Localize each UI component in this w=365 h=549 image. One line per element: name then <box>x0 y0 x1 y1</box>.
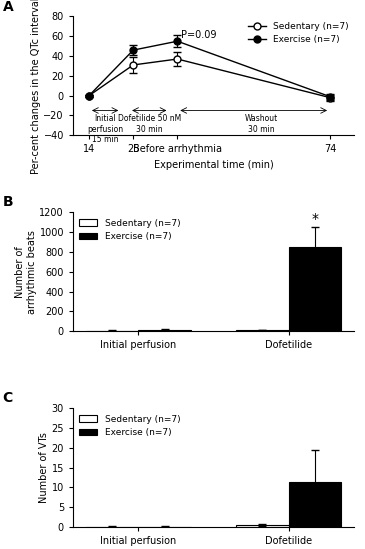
Text: *: * <box>311 212 319 226</box>
Legend: Sedentary (n=7), Exercise (n=7): Sedentary (n=7), Exercise (n=7) <box>76 411 184 441</box>
Text: B: B <box>3 195 14 210</box>
Bar <box>289 481 341 527</box>
Y-axis label: Per-cent changes in the QTc interval (%): Per-cent changes in the QTc interval (%) <box>31 0 41 174</box>
Text: A: A <box>3 0 14 14</box>
Bar <box>236 330 289 331</box>
X-axis label: Experimental time (min): Experimental time (min) <box>154 160 273 170</box>
Legend: Sedentary (n=7), Exercise (n=7): Sedentary (n=7), Exercise (n=7) <box>244 18 352 48</box>
Text: Initial
perfusion
15 min: Initial perfusion 15 min <box>87 114 123 144</box>
Text: Dofetilide 50 nM
30 min: Dofetilide 50 nM 30 min <box>118 114 181 134</box>
Text: Washout
30 min: Washout 30 min <box>245 114 278 134</box>
Y-axis label: Number of VTs: Number of VTs <box>39 432 49 503</box>
Text: C: C <box>3 391 13 405</box>
Text: P=0.09: P=0.09 <box>181 30 217 40</box>
Legend: Sedentary (n=7), Exercise (n=7): Sedentary (n=7), Exercise (n=7) <box>76 215 184 245</box>
Bar <box>236 525 289 527</box>
Bar <box>138 329 191 331</box>
Bar <box>289 247 341 331</box>
Y-axis label: Number of
arrhythmic beats: Number of arrhythmic beats <box>15 230 36 313</box>
